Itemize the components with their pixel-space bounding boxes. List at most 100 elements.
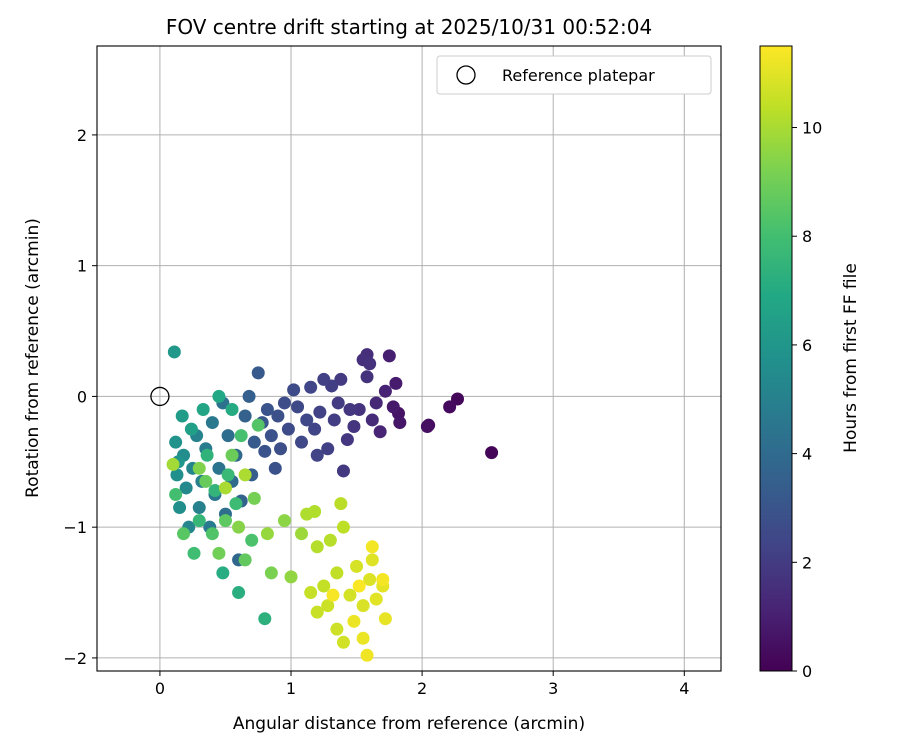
data-point bbox=[331, 396, 345, 410]
data-point bbox=[330, 566, 344, 580]
data-point bbox=[340, 433, 354, 447]
data-point bbox=[216, 566, 230, 580]
data-point bbox=[218, 514, 232, 528]
data-point bbox=[451, 392, 465, 406]
plot-frame bbox=[96, 45, 722, 672]
data-point bbox=[277, 396, 291, 410]
data-point bbox=[238, 409, 252, 423]
data-point bbox=[251, 366, 265, 380]
x-tick-label: 2 bbox=[417, 679, 427, 698]
legend-marker-icon bbox=[456, 65, 476, 85]
y-tick-label: −1 bbox=[63, 518, 87, 537]
data-point bbox=[382, 349, 396, 363]
data-point bbox=[260, 402, 274, 416]
data-point bbox=[350, 559, 364, 573]
data-points bbox=[166, 345, 499, 662]
gridlines bbox=[97, 46, 721, 671]
data-point bbox=[232, 520, 246, 534]
data-point bbox=[317, 372, 331, 386]
data-point bbox=[304, 380, 318, 394]
y-tick-label: −2 bbox=[63, 649, 87, 668]
data-point bbox=[166, 457, 180, 471]
data-point bbox=[212, 461, 226, 475]
data-point bbox=[295, 435, 309, 449]
data-point bbox=[169, 435, 183, 449]
data-point bbox=[232, 586, 246, 600]
data-point bbox=[225, 448, 239, 462]
data-point bbox=[169, 487, 183, 501]
legend: Reference platepar bbox=[436, 55, 712, 95]
data-point bbox=[212, 389, 226, 403]
data-point bbox=[175, 409, 189, 423]
plot-background bbox=[97, 46, 721, 671]
y-tick-label: 0 bbox=[77, 387, 87, 406]
data-point bbox=[205, 527, 219, 541]
data-point bbox=[167, 345, 181, 359]
y-axis-label: Rotation from reference (arcmin) bbox=[23, 218, 43, 498]
data-point bbox=[287, 383, 301, 397]
data-point bbox=[304, 586, 318, 600]
data-point bbox=[317, 579, 331, 593]
data-point bbox=[192, 514, 206, 528]
data-point bbox=[295, 527, 309, 541]
data-point bbox=[238, 553, 252, 567]
data-point bbox=[336, 464, 350, 478]
data-point bbox=[360, 648, 374, 662]
data-point bbox=[330, 622, 344, 636]
data-point bbox=[373, 425, 387, 439]
data-point bbox=[376, 572, 390, 586]
data-point bbox=[360, 370, 374, 384]
colorbar: 0 2 4 6 8 10 Hours from first FF file bbox=[759, 45, 861, 681]
data-point bbox=[212, 546, 226, 560]
colorbar-tick-label: 2 bbox=[802, 553, 812, 572]
data-point bbox=[268, 461, 282, 475]
legend-label: Reference platepar bbox=[502, 66, 655, 85]
data-point bbox=[199, 474, 213, 488]
chart-title: FOV centre drift starting at 2025/10/31 … bbox=[166, 15, 652, 39]
data-point bbox=[443, 400, 457, 414]
data-point bbox=[264, 429, 278, 443]
data-point bbox=[356, 631, 370, 645]
colorbar-tick-label: 10 bbox=[802, 119, 822, 138]
data-point bbox=[343, 588, 357, 602]
colorbar-tick-label: 6 bbox=[802, 336, 812, 355]
x-tick-label: 0 bbox=[155, 679, 165, 698]
y-tick-label: 1 bbox=[77, 257, 87, 276]
x-tick-label: 1 bbox=[286, 679, 296, 698]
x-axis-ticks: 0 1 2 3 4 bbox=[155, 671, 689, 698]
data-point bbox=[221, 429, 235, 443]
data-point bbox=[327, 413, 341, 427]
data-point bbox=[277, 514, 291, 528]
data-point bbox=[323, 533, 337, 547]
data-point bbox=[184, 422, 198, 436]
data-point bbox=[321, 442, 335, 456]
data-point bbox=[389, 376, 403, 390]
data-point bbox=[242, 389, 256, 403]
data-point bbox=[258, 444, 272, 458]
data-point bbox=[308, 422, 322, 436]
data-point bbox=[274, 442, 288, 456]
data-point bbox=[310, 448, 324, 462]
x-tick-label: 4 bbox=[679, 679, 689, 698]
data-point bbox=[378, 384, 392, 398]
data-point bbox=[343, 402, 357, 416]
data-point bbox=[260, 527, 274, 541]
colorbar-ticks: 0 2 4 6 8 10 bbox=[792, 119, 822, 681]
data-point bbox=[192, 501, 206, 515]
data-point bbox=[221, 468, 235, 482]
data-point bbox=[310, 540, 324, 554]
colorbar-tick-label: 0 bbox=[802, 662, 812, 681]
data-point bbox=[365, 553, 379, 567]
data-point bbox=[281, 422, 295, 436]
data-point bbox=[284, 570, 298, 584]
data-point bbox=[271, 409, 285, 423]
data-point bbox=[347, 419, 361, 433]
x-axis-label: Angular distance from reference (arcmin) bbox=[233, 714, 585, 734]
data-point bbox=[336, 635, 350, 649]
data-point bbox=[352, 579, 366, 593]
colorbar-gradient bbox=[759, 45, 793, 672]
data-point bbox=[200, 448, 214, 462]
data-point bbox=[234, 429, 248, 443]
data-point bbox=[247, 435, 261, 449]
